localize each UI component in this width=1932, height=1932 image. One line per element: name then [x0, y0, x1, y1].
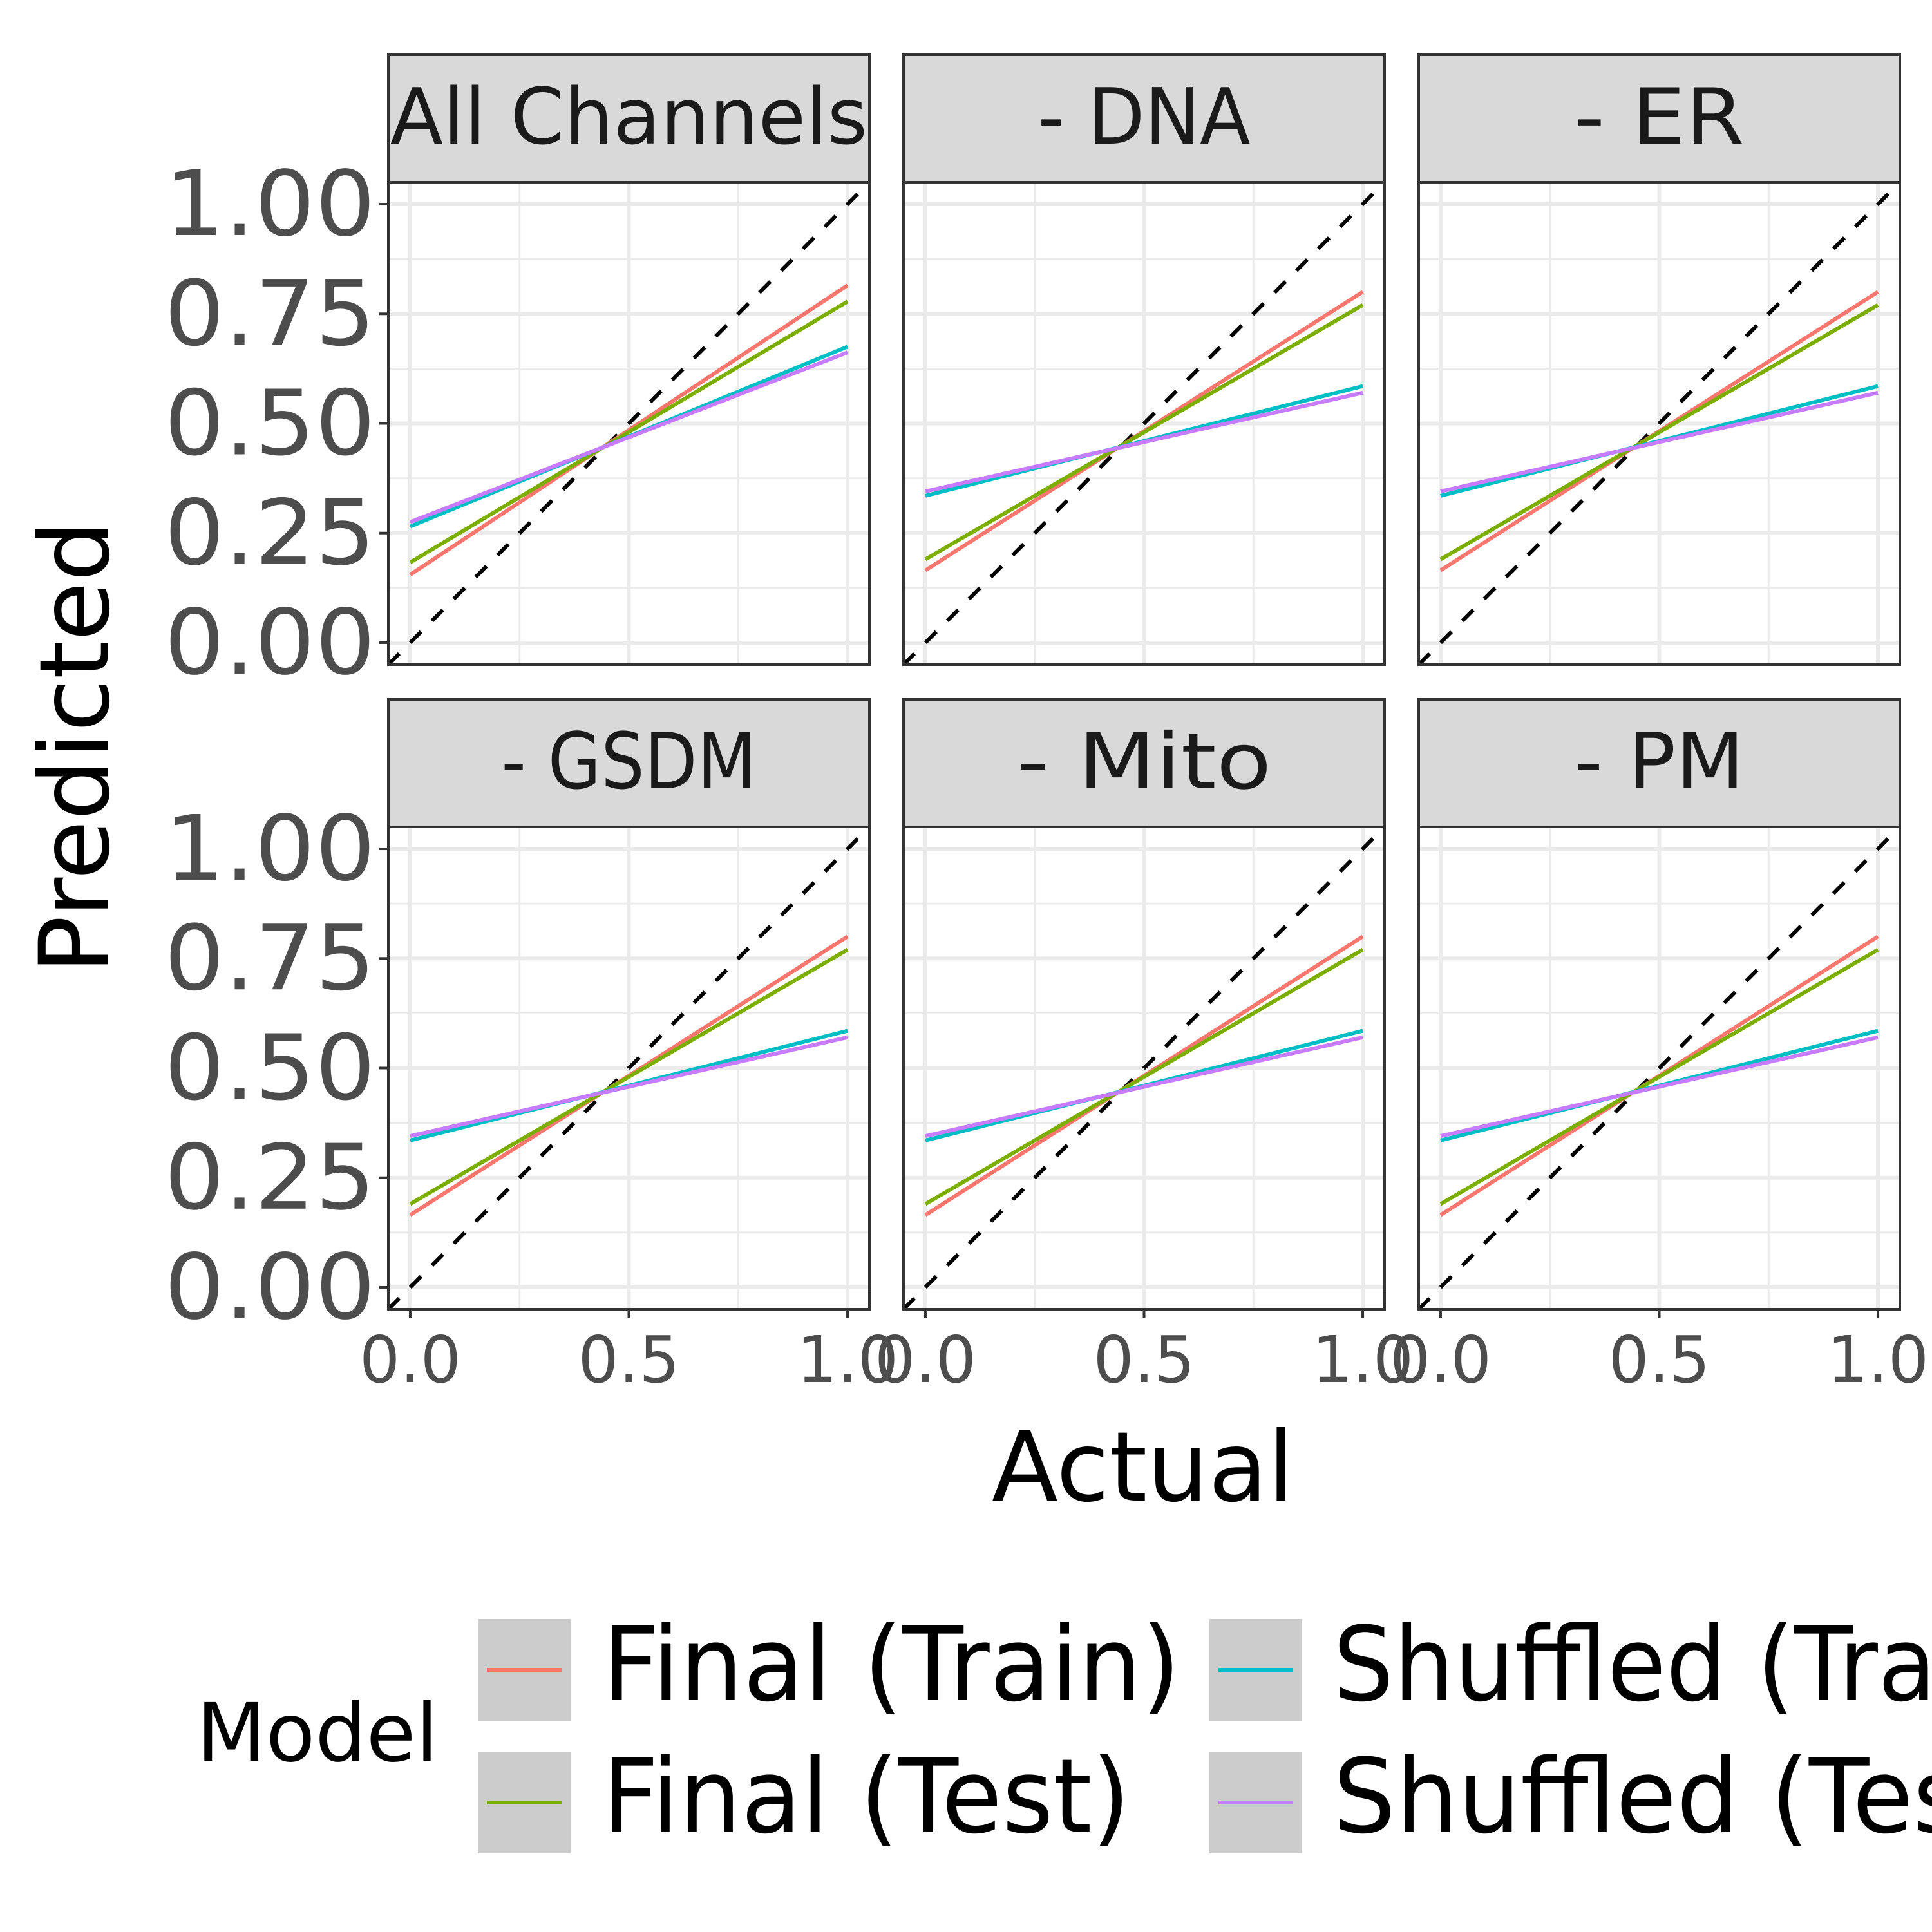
identity-reference-line — [1417, 180, 1902, 667]
series-line-final-test — [924, 948, 1364, 1206]
panel-mito: - Mito — [902, 698, 1387, 1311]
y-axes: 0.000.250.500.751.000.000.250.500.751.00 — [164, 152, 388, 1340]
series-line-final-test — [1439, 948, 1879, 1206]
x-tick-label: 0.0 — [875, 1322, 976, 1397]
y-tick-label: 0.00 — [164, 1235, 375, 1340]
y-tick-label: 0.50 — [164, 372, 375, 477]
facet-title: All Channels — [390, 73, 867, 162]
facet-strip — [902, 53, 1386, 184]
facet-title: - Mito — [1017, 717, 1272, 807]
y-tick-label: 0.00 — [164, 591, 375, 696]
x-tick-label: 0.0 — [1390, 1322, 1492, 1397]
identity-reference-line — [1417, 825, 1902, 1311]
series-line-shuffled-test — [925, 1035, 1363, 1138]
x-tick-label: 0.5 — [1094, 1322, 1195, 1397]
legend-label: Final (Test) — [602, 1736, 1130, 1857]
series-line-final-test — [409, 299, 849, 564]
facet-strip — [387, 53, 871, 184]
series-line-shuffled-test — [410, 1035, 848, 1138]
facet-title: - ER — [1575, 73, 1745, 162]
x-tick-label: 1.0 — [1827, 1322, 1929, 1397]
x-tick-label: 0.5 — [578, 1322, 680, 1397]
legend-item-final-test: Final (Test) — [478, 1736, 1130, 1857]
legend-item-shuffled-test: Shuffled (Test) — [1209, 1736, 1932, 1857]
y-axis-title: Predicted — [19, 520, 131, 974]
series-line-shuffled-test — [1440, 1035, 1879, 1138]
x-axes: 0.0 0.5 1.00.0 0.5 1.00.0 0.5 1.0 — [359, 1309, 1929, 1397]
facet-title: - GSDM — [502, 717, 757, 807]
series-line-final-test — [409, 948, 849, 1206]
grid — [904, 182, 1385, 665]
identity-reference-line — [902, 825, 1387, 1311]
series-line-final-test — [1439, 303, 1879, 562]
panel-pm: - PM — [1417, 698, 1902, 1311]
x-tick-label: 0.0 — [359, 1322, 461, 1397]
legend-item-shuffled-train: Shuffled (Train) — [1209, 1604, 1932, 1725]
identity-reference-line — [386, 825, 871, 1311]
facet-strip — [387, 698, 871, 828]
legend-label: Shuffled (Test) — [1333, 1736, 1932, 1857]
y-tick-label: 1.00 — [164, 152, 375, 257]
x-axis-title: Actual — [992, 1412, 1294, 1524]
facet-panels: All Channels - DNA - ER - GSDM - Mito - PM — [386, 53, 1902, 1311]
legend: Model Final (Train)Final (Test) Shuffled … — [196, 1604, 1932, 1857]
facet-title: - PM — [1575, 717, 1745, 807]
y-tick-label: 0.25 — [164, 481, 375, 586]
facet-strip — [902, 698, 1386, 828]
legend-label: Final (Train) — [602, 1604, 1180, 1725]
panel-border — [1417, 181, 1901, 666]
panel-border — [902, 181, 1386, 666]
facet-strip — [1417, 53, 1901, 184]
legend-title: Model — [196, 1687, 438, 1780]
identity-reference-line — [386, 180, 871, 667]
y-tick-label: 0.50 — [164, 1016, 375, 1121]
y-tick-label: 1.00 — [164, 797, 375, 902]
x-tick-label: 0.5 — [1609, 1322, 1710, 1397]
y-tick-label: 0.75 — [164, 261, 375, 366]
legend-item-final-train: Final (Train) — [478, 1604, 1180, 1725]
identity-reference-line — [902, 180, 1387, 667]
panel-gsdm: - GSDM — [386, 698, 871, 1311]
series-line-shuffled-test — [409, 350, 849, 524]
panel-er: - ER — [1417, 53, 1902, 667]
series-line-shuffled-test — [925, 390, 1363, 493]
x-tick-label: 1.0 — [1312, 1322, 1414, 1397]
facet-title: - DNA — [1038, 73, 1251, 162]
y-tick-label: 0.25 — [164, 1126, 375, 1231]
legend-label: Shuffled (Train) — [1333, 1604, 1932, 1725]
x-tick-label: 1.0 — [797, 1322, 898, 1397]
series-line-final-test — [924, 303, 1364, 562]
panel-all-channels: All Channels — [386, 53, 871, 667]
series-line-shuffled-test — [1440, 390, 1879, 493]
panel-dna: - DNA — [902, 53, 1387, 667]
y-tick-label: 0.75 — [164, 906, 375, 1011]
